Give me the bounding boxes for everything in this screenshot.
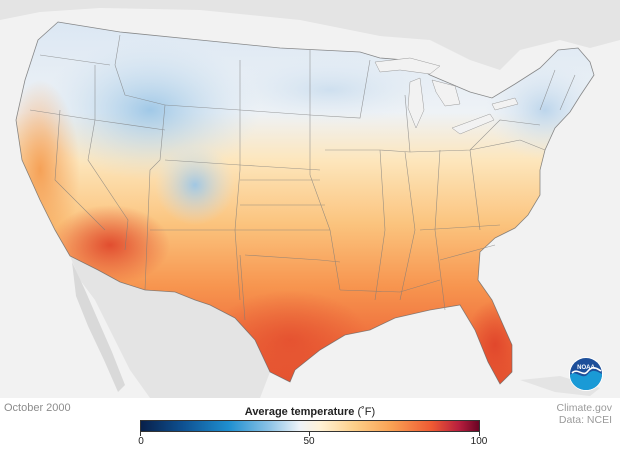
tick-mark-mid bbox=[309, 432, 310, 436]
cuba-island bbox=[520, 376, 600, 396]
legend-title-text: Average temperature bbox=[244, 406, 355, 418]
mexico-landmass bbox=[70, 256, 270, 398]
tick-label-max: 100 bbox=[470, 436, 488, 447]
color-scale-bar bbox=[140, 420, 480, 432]
lake-ontario bbox=[491, 97, 519, 111]
date-label: October 2000 bbox=[4, 402, 71, 414]
tick-label-mid: 50 bbox=[303, 436, 315, 447]
map-svg bbox=[0, 0, 620, 398]
footer: October 2000 Average temperature (˚F) 0 … bbox=[0, 398, 620, 450]
tick-mark-max bbox=[479, 432, 480, 436]
noaa-logo: NOAA bbox=[569, 357, 603, 391]
lake-michigan bbox=[407, 77, 425, 129]
canada-landmass bbox=[0, 0, 620, 70]
baja-peninsula bbox=[72, 262, 125, 392]
credit-data-source: Data: NCEI bbox=[558, 414, 612, 426]
lake-erie bbox=[451, 113, 495, 135]
legend-unit: (˚F) bbox=[357, 406, 376, 418]
tick-mark-min bbox=[140, 432, 141, 436]
source-credit: Climate.gov Data: NCEI bbox=[557, 402, 612, 426]
noaa-logo-text: NOAA bbox=[577, 365, 595, 371]
lake-superior bbox=[374, 57, 441, 75]
tick-label-min: 0 bbox=[138, 436, 144, 447]
legend-title: Average temperature (˚F) bbox=[140, 406, 480, 418]
lake-huron bbox=[431, 79, 461, 107]
state-boundaries bbox=[15, 21, 595, 385]
great-lakes bbox=[374, 57, 519, 135]
credit-climate-gov: Climate.gov bbox=[556, 402, 612, 414]
temperature-map bbox=[0, 0, 620, 398]
